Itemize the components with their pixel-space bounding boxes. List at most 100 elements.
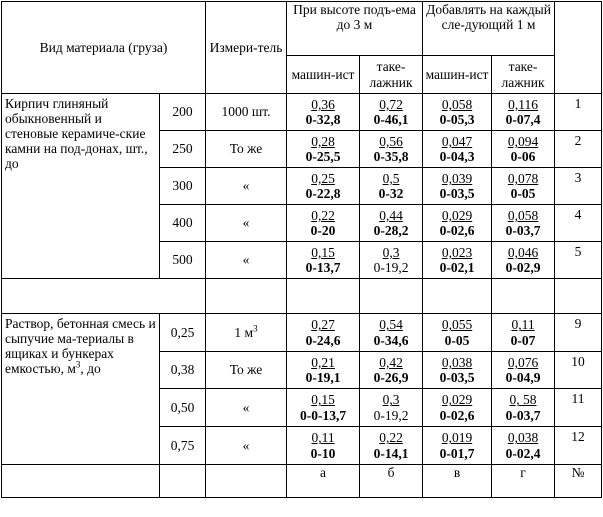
- value-top: 0,28: [311, 133, 335, 149]
- value-top: 0,15: [311, 244, 335, 260]
- column-letter-g: г: [491, 464, 556, 498]
- value-v: 0,038 0-03,5: [422, 351, 493, 389]
- qty: 0,25: [158, 313, 207, 352]
- value-top: 0,094: [507, 133, 539, 149]
- column-letter-b: б: [359, 464, 424, 498]
- value-top: 0,116: [508, 96, 538, 112]
- row-number: 5: [554, 241, 603, 279]
- empty-cell: [205, 278, 288, 314]
- value-top: 0,11: [311, 430, 335, 446]
- row-number: 3: [554, 167, 603, 205]
- table-row: 0,75 « 0,11 0-10 0,22 0-14,1 0,019 0-01,7 0…: [2, 426, 603, 465]
- header-machinist: машин-ист: [286, 55, 361, 94]
- value-bottom: 0-07: [510, 332, 536, 348]
- value-b: 0,72 0-46,1: [359, 93, 424, 131]
- value-top: 0,5: [382, 170, 400, 186]
- header-height-3m: При высоте подъ-ема до 3 м: [286, 1, 424, 56]
- empty-cell: [158, 464, 207, 498]
- value-a: 0,11 0-10: [286, 426, 361, 465]
- value-bottom: 0-02,6: [439, 407, 475, 423]
- value-a: 0,25 0-22,8: [286, 167, 361, 205]
- value-b: 0,3 0-19,2: [359, 241, 424, 279]
- material-mortar: Раствор, бетонная смесь и сыпучие ма-тер…: [1, 313, 160, 465]
- value-bottom: 0-28,2: [373, 223, 409, 238]
- row-number: 12: [554, 426, 603, 465]
- column-letter-a: а: [286, 464, 361, 498]
- value-top: 0,023: [441, 244, 473, 260]
- material-mortar-suffix: , до: [80, 361, 101, 377]
- value-top: 0,36: [311, 96, 335, 112]
- value-a: 0,36 0-32,8: [286, 93, 361, 131]
- column-number-sign: №: [554, 464, 603, 498]
- value-bottom: 0-01,7: [439, 445, 475, 461]
- value-b: 0,44 0-28,2: [359, 204, 424, 242]
- value-b: 0,56 0-35,8: [359, 130, 424, 168]
- qty: 0,50: [158, 388, 207, 427]
- value-bottom: 0-46,1: [373, 112, 409, 127]
- value-g: 0,11 0-07: [491, 313, 556, 352]
- value-g: 0,078 0-05: [491, 167, 556, 205]
- value-bottom: 0-24,6: [305, 332, 341, 348]
- empty-cell: [554, 278, 603, 314]
- unit: То же: [205, 351, 288, 389]
- value-bottom: 0-22,8: [305, 186, 341, 201]
- value-bottom: 0-03,7: [505, 407, 541, 423]
- value-bottom: 0-34,6: [373, 332, 409, 348]
- value-bottom: 0-35,8: [373, 149, 409, 164]
- value-g: 0,046 0-02,9: [491, 241, 556, 279]
- value-top: 0,038: [507, 430, 539, 446]
- value-top: 0,54: [379, 317, 403, 333]
- qty: 400: [158, 204, 207, 242]
- unit: «: [205, 388, 288, 427]
- header-row-2: машин-ист таке-лажник машин-ист таке-лаж…: [2, 55, 602, 94]
- header-row-1: Вид материала (груза) Измери-тель При вы…: [0, 1, 603, 94]
- value-top: 0,44: [379, 207, 403, 223]
- value-b: 0,5 0-32: [359, 167, 424, 205]
- value-bottom: 0-05: [510, 186, 536, 201]
- header-measure: Измери-тель: [205, 1, 288, 94]
- value-bottom: 0-03,7: [505, 223, 541, 238]
- value-v: 0,055 0-05: [422, 313, 493, 352]
- footer-row: а б в г №: [1, 464, 603, 498]
- value-bottom: 0-13,7: [305, 260, 341, 275]
- value-top: 0,27: [311, 317, 335, 333]
- value-top: 0,22: [379, 430, 403, 446]
- table-row: 500 « 0,15 0-13,7 0,3 0-19,2 0,023 0-02,1 0…: [2, 241, 603, 279]
- value-bottom: 0-19,2: [373, 407, 409, 423]
- empty-cell: [1, 464, 160, 498]
- table-row: Раствор, бетонная смесь и сыпучие ма-тер…: [1, 313, 603, 465]
- value-top: 0,046: [507, 244, 539, 260]
- value-bottom: 0-04,9: [505, 370, 541, 385]
- value-bottom: 0-02,6: [439, 223, 475, 238]
- unit: То же: [205, 130, 288, 168]
- value-top: 0,21: [311, 354, 335, 370]
- empty-cell: [491, 278, 556, 314]
- value-top: 0,3: [382, 244, 400, 260]
- value-v: 0,023 0-02,1: [422, 241, 493, 279]
- value-top: 0,11: [511, 317, 535, 333]
- value-bottom: 0-25,5: [305, 149, 341, 164]
- qty: 200: [158, 93, 207, 131]
- table-row: 250 То же 0,28 0-25,5 0,56 0-35,8 0,047 0-0…: [2, 130, 603, 168]
- value-top: 0,047: [441, 133, 473, 149]
- value-top: 0,038: [441, 354, 473, 370]
- value-bottom: 0-26,9: [373, 370, 409, 385]
- value-top: 0,019: [441, 430, 473, 446]
- material-mortar-text: Раствор, бетонная смесь и сыпучие ма-тер…: [5, 316, 156, 377]
- value-top: 0,029: [441, 392, 473, 408]
- unit: 1 м3: [205, 313, 288, 352]
- value-bottom: 0-07,4: [505, 112, 541, 127]
- material-bricks: Кирпич глиняный обыкновенный и стеновые …: [1, 93, 160, 279]
- table-row: 300 « 0,25 0-22,8 0,5 0-32 0,039 0-03,5 0,0…: [2, 167, 603, 205]
- value-a: 0,28 0-25,5: [286, 130, 361, 168]
- header-machinist-2: машин-ист: [422, 55, 493, 94]
- table-row: Кирпич глиняный обыкновенный и стеновые …: [1, 93, 603, 279]
- empty-cell: [0, 278, 207, 314]
- value-top: 0,058: [507, 207, 539, 223]
- value-g: 0,038 0-02,4: [491, 426, 556, 465]
- value-bottom: 0-03,5: [439, 186, 475, 201]
- table-row: 400 « 0,22 0-20 0,44 0-28,2 0,029 0-02,6 0,…: [2, 204, 603, 242]
- value-bottom: 0-10: [310, 445, 336, 461]
- value-top: 0,42: [379, 354, 403, 370]
- header-rigger-2: таке-лажник: [491, 55, 556, 94]
